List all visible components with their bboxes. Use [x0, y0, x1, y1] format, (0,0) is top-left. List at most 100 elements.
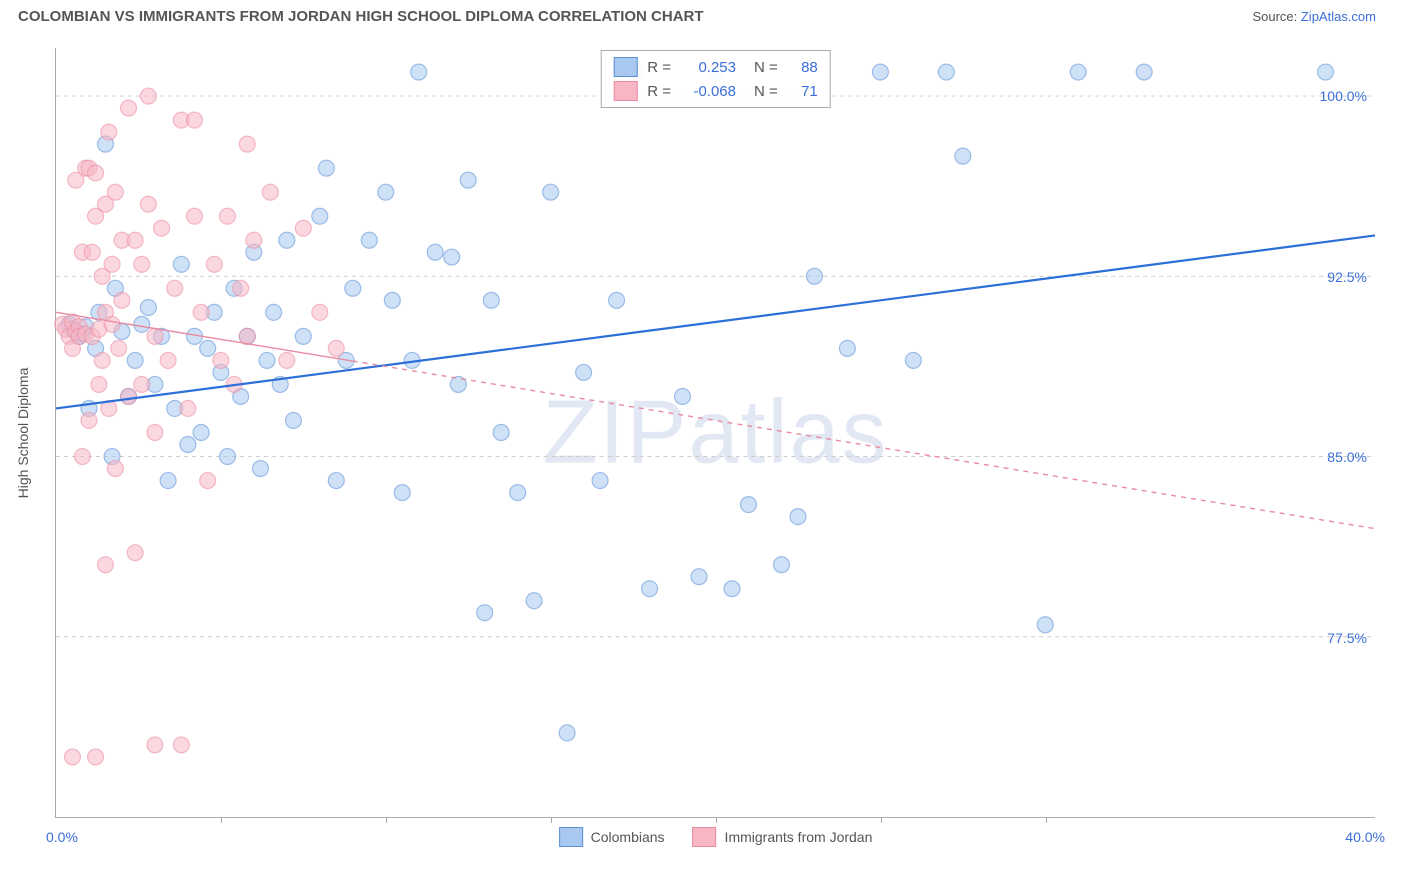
colombians-point — [642, 581, 658, 597]
colombians-point — [592, 473, 608, 489]
immigrants_jordan-point — [147, 425, 163, 441]
colombians-point — [134, 316, 150, 332]
r-value: 0.253 — [681, 59, 736, 76]
immigrants_jordan-point — [121, 388, 137, 404]
immigrants_jordan-point — [104, 256, 120, 272]
immigrants_jordan-point — [88, 165, 104, 181]
colombians-point — [724, 581, 740, 597]
colombians-point — [510, 485, 526, 501]
series-legend: Colombians Immigrants from Jordan — [559, 827, 873, 847]
colombians-point — [180, 437, 196, 453]
colombians-point — [427, 244, 443, 260]
immigrants_jordan-point — [187, 112, 203, 128]
colombians-point — [691, 569, 707, 585]
source-link[interactable]: ZipAtlas.com — [1301, 9, 1376, 24]
legend-swatch — [559, 827, 583, 847]
immigrants_jordan-point — [127, 545, 143, 561]
immigrants_jordan-point — [107, 184, 123, 200]
chart-header: COLOMBIAN VS IMMIGRANTS FROM JORDAN HIGH… — [0, 0, 1406, 29]
colombians-point — [1070, 64, 1086, 80]
legend-swatch — [693, 827, 717, 847]
immigrants_jordan-point — [160, 352, 176, 368]
colombians-point — [361, 232, 377, 248]
immigrants_jordan-point — [74, 449, 90, 465]
immigrants_jordan-point — [233, 280, 249, 296]
legend-stats-row: R = 0.253N = 88 — [613, 55, 818, 79]
colombians-point — [394, 485, 410, 501]
colombians-point — [675, 388, 691, 404]
colombians-point — [266, 304, 282, 320]
colombians-point — [790, 509, 806, 525]
colombians-point — [219, 449, 235, 465]
x-tick — [221, 817, 222, 823]
colombians-point — [252, 461, 268, 477]
colombians-point — [559, 725, 575, 741]
immigrants_jordan-point — [81, 412, 97, 428]
colombians-point — [259, 352, 275, 368]
immigrants_jordan-point — [140, 196, 156, 212]
colombians-point — [609, 292, 625, 308]
colombians-point — [477, 605, 493, 621]
immigrants_jordan-point — [64, 749, 80, 765]
colombians-point — [127, 352, 143, 368]
immigrants_jordan-point — [328, 340, 344, 356]
immigrants_jordan-point — [91, 376, 107, 392]
colombians-point — [905, 352, 921, 368]
immigrants_jordan-point — [104, 316, 120, 332]
colombians-point — [1037, 617, 1053, 633]
source-label: Source: — [1252, 9, 1300, 24]
colombians-point — [384, 292, 400, 308]
colombians-point — [295, 328, 311, 344]
colombians-point — [955, 148, 971, 164]
colombians-point — [160, 473, 176, 489]
y-tick-label: 100.0% — [1320, 88, 1367, 104]
correlation-legend: R = 0.253N = 88R = -0.068N = 71 — [600, 50, 831, 108]
n-label: N = — [754, 59, 778, 76]
colombians-point — [839, 340, 855, 356]
legend-item: Colombians — [559, 827, 665, 847]
immigrants_jordan-point — [295, 220, 311, 236]
plot-area: ZIPatlas R = 0.253N = 88R = -0.068N = 71… — [55, 48, 1375, 818]
colombians-point — [526, 593, 542, 609]
y-tick-label: 85.0% — [1327, 449, 1367, 465]
immigrants_jordan-point — [147, 737, 163, 753]
source-attribution: Source: ZipAtlas.com — [1252, 9, 1376, 24]
legend-label: Immigrants from Jordan — [725, 829, 873, 845]
colombians-point — [806, 268, 822, 284]
immigrants_jordan-point — [173, 737, 189, 753]
immigrants_jordan-point — [180, 400, 196, 416]
immigrants_jordan-point — [101, 124, 117, 140]
x-tick — [716, 817, 717, 823]
n-label: N = — [754, 83, 778, 100]
immigrants_jordan-point — [88, 749, 104, 765]
immigrants_jordan-point — [200, 473, 216, 489]
immigrants_jordan-point — [94, 352, 110, 368]
colombians-point — [140, 300, 156, 316]
immigrants_jordan-point — [213, 352, 229, 368]
chart-title: COLOMBIAN VS IMMIGRANTS FROM JORDAN HIGH… — [18, 8, 704, 25]
colombians-point — [279, 232, 295, 248]
immigrants_jordan-point — [246, 232, 262, 248]
immigrants_jordan-point — [193, 304, 209, 320]
immigrants_jordan-point — [127, 232, 143, 248]
y-tick-label: 77.5% — [1327, 630, 1367, 646]
colombians-point — [483, 292, 499, 308]
immigrants_jordan-point — [187, 208, 203, 224]
immigrants_jordan-point — [114, 292, 130, 308]
colombians-point — [740, 497, 756, 513]
x-axis-min-label: 0.0% — [46, 829, 78, 845]
y-tick-label: 92.5% — [1327, 269, 1367, 285]
x-tick — [1046, 817, 1047, 823]
colombians-trendline — [56, 235, 1375, 408]
colombians-point — [543, 184, 559, 200]
immigrants_jordan-point — [239, 136, 255, 152]
colombians-point — [1136, 64, 1152, 80]
r-label: R = — [647, 59, 671, 76]
immigrants_jordan-point — [154, 220, 170, 236]
immigrants_jordan-point — [107, 461, 123, 477]
immigrants_jordan-point — [97, 557, 113, 573]
colombians-point — [1318, 64, 1334, 80]
colombians-point — [345, 280, 361, 296]
x-axis-max-label: 40.0% — [1345, 829, 1385, 845]
immigrants_jordan-point — [140, 88, 156, 104]
